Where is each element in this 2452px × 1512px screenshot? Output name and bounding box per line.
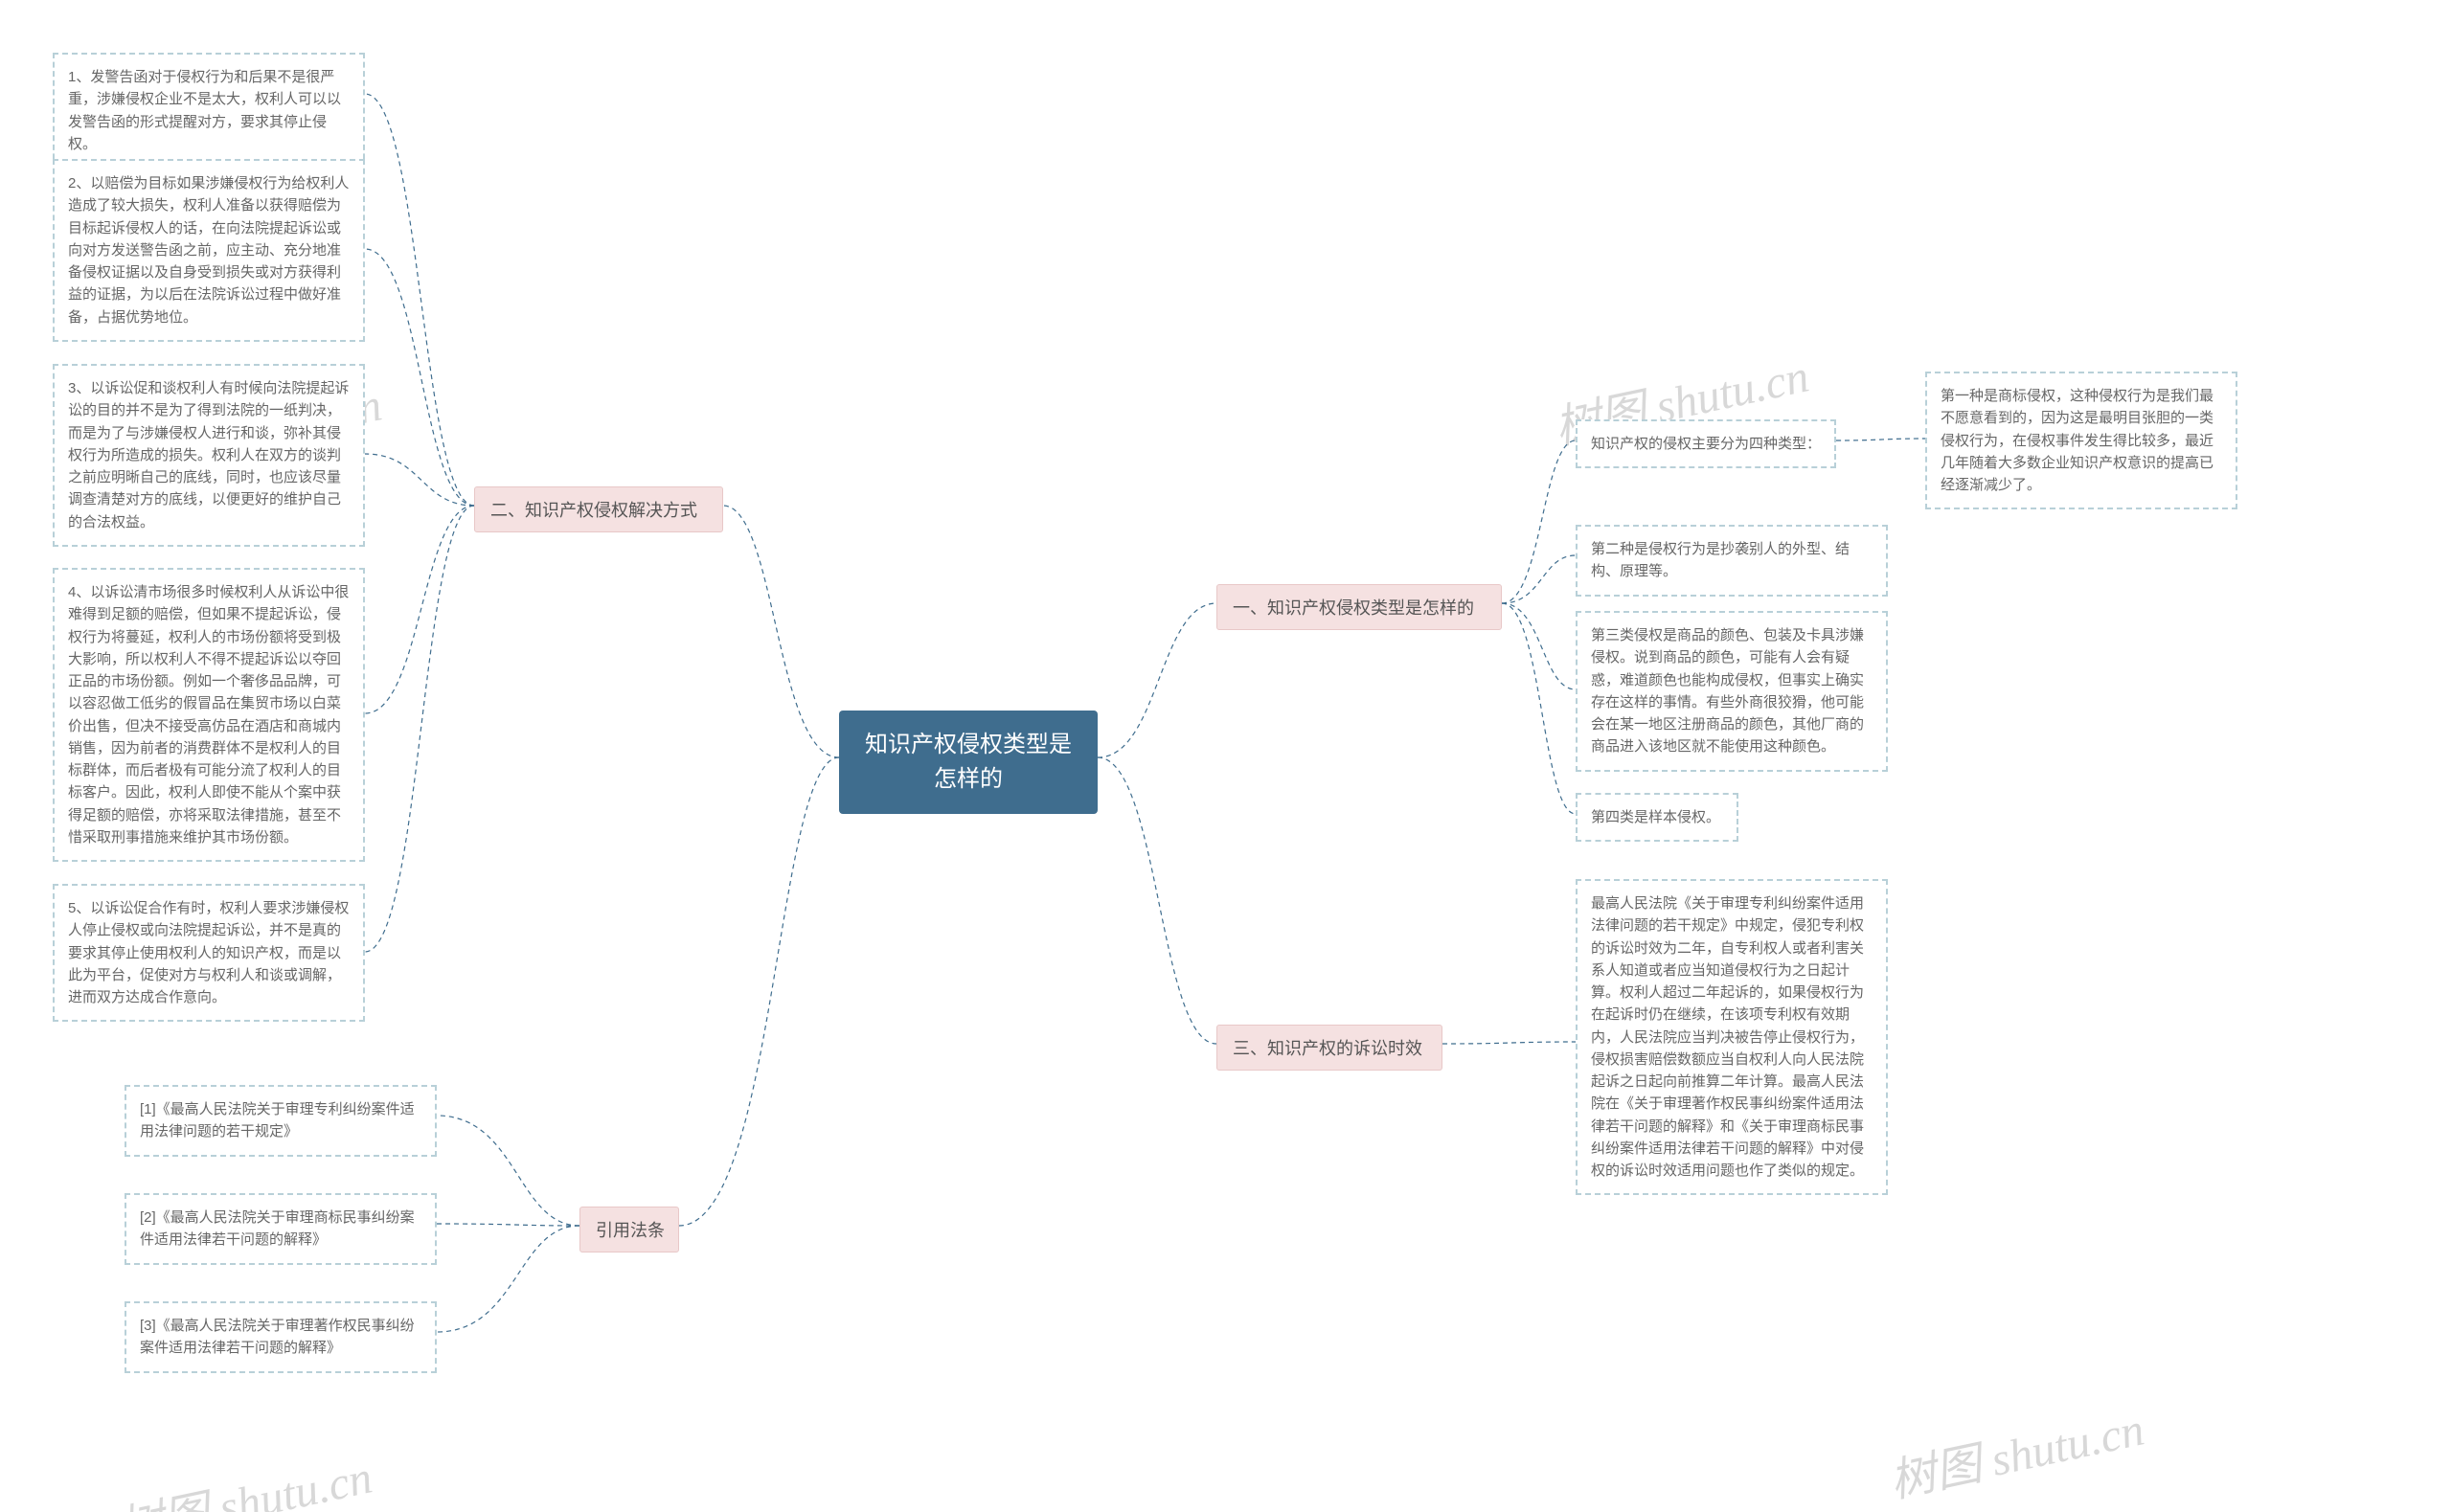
branch-limitation: 三、知识产权的诉讼时效 [1216,1025,1442,1071]
leaf-law-2: [2]《最高人民法院关于审理商标民事纠纷案件适用法律若干问题的解释》 [125,1193,437,1265]
leaf-sol-5: 5、以诉讼促合作有时，权利人要求涉嫌侵权人停止侵权或向法院提起诉讼，并不是真的要… [53,884,365,1022]
branch-laws: 引用法条 [579,1207,679,1252]
leaf-type-4: 第四类是样本侵权。 [1576,793,1738,842]
leaf-type-1: 第一种是商标侵权，这种侵权行为是我们最不愿意看到的，因为这是最明目张胆的一类侵权… [1925,372,2237,509]
leaf-sol-4: 4、以诉讼清市场很多时候权利人从诉讼中很难得到足额的赔偿，但如果不提起诉讼，侵权… [53,568,365,862]
leaf-sol-1: 1、发警告函对于侵权行为和后果不是很严重，涉嫌侵权企业不是太大，权利人可以以发警… [53,53,365,169]
branch-solutions: 二、知识产权侵权解决方式 [474,486,723,532]
leaf-sol-3: 3、以诉讼促和谈权利人有时候向法院提起诉讼的目的并不是为了得到法院的一纸判决，而… [53,364,365,547]
connector-layer [0,0,2452,1512]
leaf-sol-2: 2、以赔偿为目标如果涉嫌侵权行为给权利人造成了较大损失，权利人准备以获得赔偿为目… [53,159,365,342]
branch-types: 一、知识产权侵权类型是怎样的 [1216,584,1502,630]
center-node: 知识产权侵权类型是怎样的 [839,711,1098,814]
watermark [111,1439,377,1512]
leaf-law-1: [1]《最高人民法院关于审理专利纠纷案件适用法律问题的若干规定》 [125,1085,437,1157]
leaf-type-2: 第二种是侵权行为是抄袭别人的外型、结构、原理等。 [1576,525,1888,597]
watermark [1883,1391,2149,1510]
leaf-type-3: 第三类侵权是商品的颜色、包装及卡具涉嫌侵权。说到商品的颜色，可能有人会有疑惑，难… [1576,611,1888,772]
leaf-types-intro: 知识产权的侵权主要分为四种类型： [1576,419,1836,468]
leaf-limitation-detail: 最高人民法院《关于审理专利纠纷案件适用法律问题的若干规定》中规定，侵犯专利权的诉… [1576,879,1888,1195]
leaf-law-3: [3]《最高人民法院关于审理著作权民事纠纷案件适用法律若干问题的解释》 [125,1301,437,1373]
